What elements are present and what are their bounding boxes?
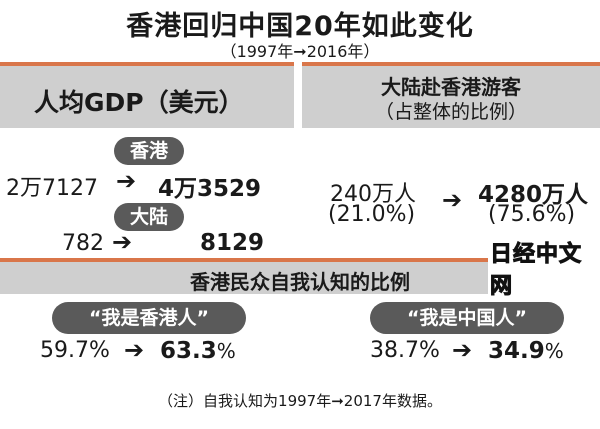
top-divider-left (0, 62, 294, 66)
visitors-2016-share: (75.6%) (488, 202, 576, 227)
gdp-panel-header (0, 66, 294, 128)
hk-identity-arrow-icon: ➔ (124, 336, 145, 364)
visitors-title: 大陆赴香港游客 (381, 75, 521, 99)
watermark-logo: 日经中文网 (488, 236, 600, 300)
visitors-arrow-icon: ➔ (442, 186, 463, 214)
hk-gdp-1997: 2万7127 (6, 176, 98, 201)
mainland-gdp-arrow-icon: ➔ (112, 228, 133, 256)
cn-identity-1997: 38.7% (370, 338, 440, 363)
visitors-1997: 240万人 (330, 182, 416, 207)
top-divider-right (302, 62, 600, 66)
mainland-gdp-badge: 大陆 (114, 203, 184, 231)
hk-gdp-badge: 香港 (114, 137, 184, 165)
mainland-gdp-1997: 782 (62, 231, 104, 256)
footnote: （注）自我认知为1997年➞2017年数据。 (158, 392, 442, 410)
panel-separator (294, 62, 302, 262)
hk-identity-badge: “我是香港人” (52, 302, 246, 334)
cn-identity-percent: % (544, 339, 564, 363)
gdp-title: 人均GDP（美元） (34, 88, 244, 117)
cn-identity-badge: “我是中国人” (370, 302, 564, 334)
hk-identity-2017: 63.3 (160, 338, 217, 364)
chart-title: 香港回归中国20年如此变化 (126, 11, 474, 42)
hk-identity-percent: % (216, 339, 236, 363)
chart-subtitle: （1997年➞2016年） (220, 42, 380, 61)
hk-identity-2017-wrap: 63.3% (160, 338, 236, 364)
hk-gdp-2016: 4万3529 (158, 176, 262, 202)
hk-identity-1997: 59.7% (40, 338, 110, 363)
cn-identity-2017-wrap: 34.9% (488, 338, 564, 364)
cn-identity-arrow-icon: ➔ (452, 336, 473, 364)
visitors-subtitle: （占整体的比例） (374, 101, 527, 123)
identity-divider (0, 258, 600, 262)
visitors-panel-header (302, 66, 600, 128)
cn-identity-2017: 34.9 (488, 338, 545, 364)
visitors-2016: 4280万人 (478, 182, 589, 208)
hk-gdp-arrow-icon: ➔ (116, 167, 137, 195)
visitors-1997-share: (21.0%) (328, 202, 416, 227)
mainland-gdp-2016: 8129 (200, 230, 265, 256)
identity-title: 香港民众自我认知的比例 (190, 270, 410, 294)
